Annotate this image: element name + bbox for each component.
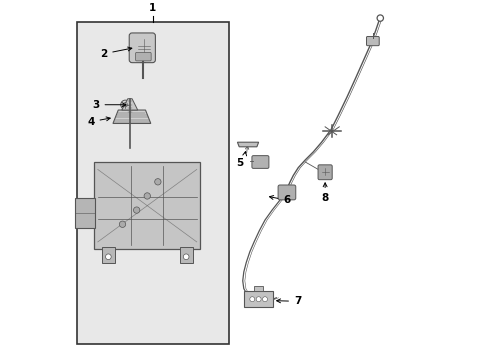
FancyBboxPatch shape	[135, 53, 151, 61]
Circle shape	[249, 297, 254, 302]
Bar	[77, 22, 228, 344]
Bar	[102, 247, 115, 263]
Circle shape	[376, 15, 383, 21]
Circle shape	[183, 254, 188, 260]
Circle shape	[121, 100, 130, 109]
Text: 3: 3	[92, 100, 126, 110]
Bar	[254, 286, 263, 291]
Circle shape	[144, 193, 150, 199]
Text: 5: 5	[236, 158, 244, 168]
FancyBboxPatch shape	[278, 185, 295, 200]
FancyBboxPatch shape	[129, 33, 155, 63]
FancyBboxPatch shape	[366, 36, 379, 46]
FancyBboxPatch shape	[317, 165, 331, 180]
Polygon shape	[122, 99, 138, 110]
Circle shape	[262, 297, 267, 302]
Circle shape	[154, 179, 161, 185]
Bar	[180, 247, 192, 263]
Text: 1: 1	[149, 3, 156, 13]
FancyBboxPatch shape	[251, 156, 268, 168]
Bar	[75, 198, 95, 228]
Text: 2: 2	[100, 47, 132, 59]
Circle shape	[105, 254, 111, 260]
Text: 8: 8	[321, 183, 328, 203]
Circle shape	[133, 207, 140, 213]
Text: 6: 6	[269, 195, 290, 205]
Circle shape	[256, 297, 261, 302]
Circle shape	[123, 103, 127, 107]
Bar	[244, 291, 272, 307]
Circle shape	[119, 221, 125, 228]
Polygon shape	[237, 142, 258, 147]
Text: 7: 7	[276, 296, 301, 306]
Bar	[94, 162, 200, 249]
Text: 4: 4	[87, 117, 110, 127]
Polygon shape	[113, 110, 150, 123]
